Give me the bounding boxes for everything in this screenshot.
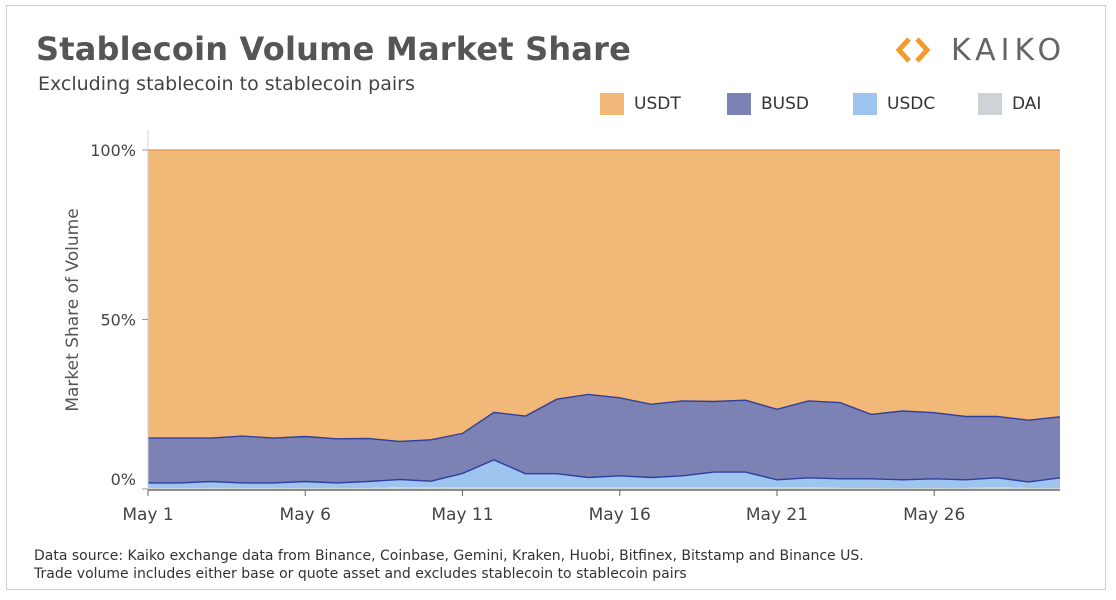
x-tick-label: May 1 (122, 505, 173, 525)
legend-item-dai: DAI (978, 93, 1041, 115)
area-dai (148, 487, 1060, 489)
legend-label-usdc: USDC (887, 94, 936, 114)
x-tick-label: May 11 (431, 505, 493, 525)
legend-label-dai: DAI (1012, 94, 1042, 114)
kaiko-logo-text: KAIKO (951, 32, 1067, 68)
kaiko-logo: KAIKO (895, 30, 1066, 70)
chart-axes: 0% 50% 100% May 1 May 6 May 11 May 16 May 21 May… (90, 130, 1060, 525)
x-tick-label: May 26 (903, 505, 965, 525)
y-tick-label: 50% (100, 311, 136, 330)
line-usdc-top (148, 459, 1061, 484)
x-tick-label: May 21 (746, 505, 808, 525)
legend-item-usdc: USDC (853, 93, 935, 115)
y-axis-label: Market Share of Volume (63, 208, 83, 411)
legend-label-busd: BUSD (761, 94, 809, 114)
footer-source: Data source: Kaiko exchange data from Bi… (34, 548, 864, 564)
y-tick-label: 100% (90, 141, 136, 160)
legend-swatch-usdc (853, 93, 877, 115)
legend-item-usdt: USDT (600, 93, 681, 115)
footer-note: Trade volume includes either base or quo… (34, 566, 687, 582)
area-usdc (148, 459, 1060, 488)
area-usdt (148, 150, 1060, 442)
series-lines (148, 149, 1061, 484)
legend-swatch-usdt (600, 93, 624, 115)
x-tick-label: May 16 (589, 505, 651, 525)
area-busd (148, 394, 1060, 483)
chart-legend: USDT BUSD USDC DAI (600, 93, 1080, 117)
y-tick-label: 0% (111, 470, 136, 489)
chart-subtitle: Excluding stablecoin to stablecoin pairs (38, 73, 415, 95)
series-areas (148, 150, 1060, 489)
x-tick-label: May 6 (280, 505, 331, 525)
chart-title: Stablecoin Volume Market Share (36, 30, 631, 68)
legend-swatch-busd (727, 93, 751, 115)
kaiko-logo-icon (895, 37, 931, 63)
legend-swatch-dai (978, 93, 1002, 115)
legend-item-busd: BUSD (727, 93, 809, 115)
line-busd-top (148, 393, 1061, 443)
legend-label-usdt: USDT (634, 94, 681, 114)
